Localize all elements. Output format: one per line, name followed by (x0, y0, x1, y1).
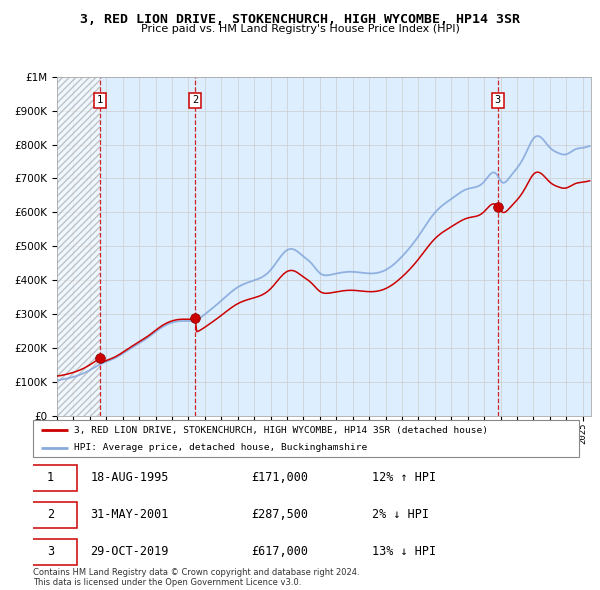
Text: 31-MAY-2001: 31-MAY-2001 (91, 508, 169, 522)
Text: 29-OCT-2019: 29-OCT-2019 (91, 545, 169, 559)
FancyBboxPatch shape (25, 539, 77, 565)
Text: £171,000: £171,000 (251, 471, 308, 484)
Text: 2% ↓ HPI: 2% ↓ HPI (371, 508, 428, 522)
Text: 3, RED LION DRIVE, STOKENCHURCH, HIGH WYCOMBE, HP14 3SR (detached house): 3, RED LION DRIVE, STOKENCHURCH, HIGH WY… (74, 426, 488, 435)
Text: 13% ↓ HPI: 13% ↓ HPI (371, 545, 436, 559)
Text: 18-AUG-1995: 18-AUG-1995 (91, 471, 169, 484)
Text: 1: 1 (47, 471, 54, 484)
Text: Contains HM Land Registry data © Crown copyright and database right 2024.
This d: Contains HM Land Registry data © Crown c… (33, 568, 359, 587)
Text: £287,500: £287,500 (251, 508, 308, 522)
Text: HPI: Average price, detached house, Buckinghamshire: HPI: Average price, detached house, Buck… (74, 444, 367, 453)
FancyBboxPatch shape (25, 502, 77, 527)
Text: 1: 1 (97, 96, 103, 106)
Text: 12% ↑ HPI: 12% ↑ HPI (371, 471, 436, 484)
Text: Price paid vs. HM Land Registry's House Price Index (HPI): Price paid vs. HM Land Registry's House … (140, 24, 460, 34)
Text: 3: 3 (495, 96, 501, 106)
Text: £617,000: £617,000 (251, 545, 308, 559)
Text: 2: 2 (47, 508, 54, 522)
FancyBboxPatch shape (25, 465, 77, 491)
Text: 2: 2 (192, 96, 199, 106)
Text: 3, RED LION DRIVE, STOKENCHURCH, HIGH WYCOMBE, HP14 3SR: 3, RED LION DRIVE, STOKENCHURCH, HIGH WY… (80, 13, 520, 26)
Bar (57, 77, 100, 416)
Text: 3: 3 (47, 545, 54, 559)
